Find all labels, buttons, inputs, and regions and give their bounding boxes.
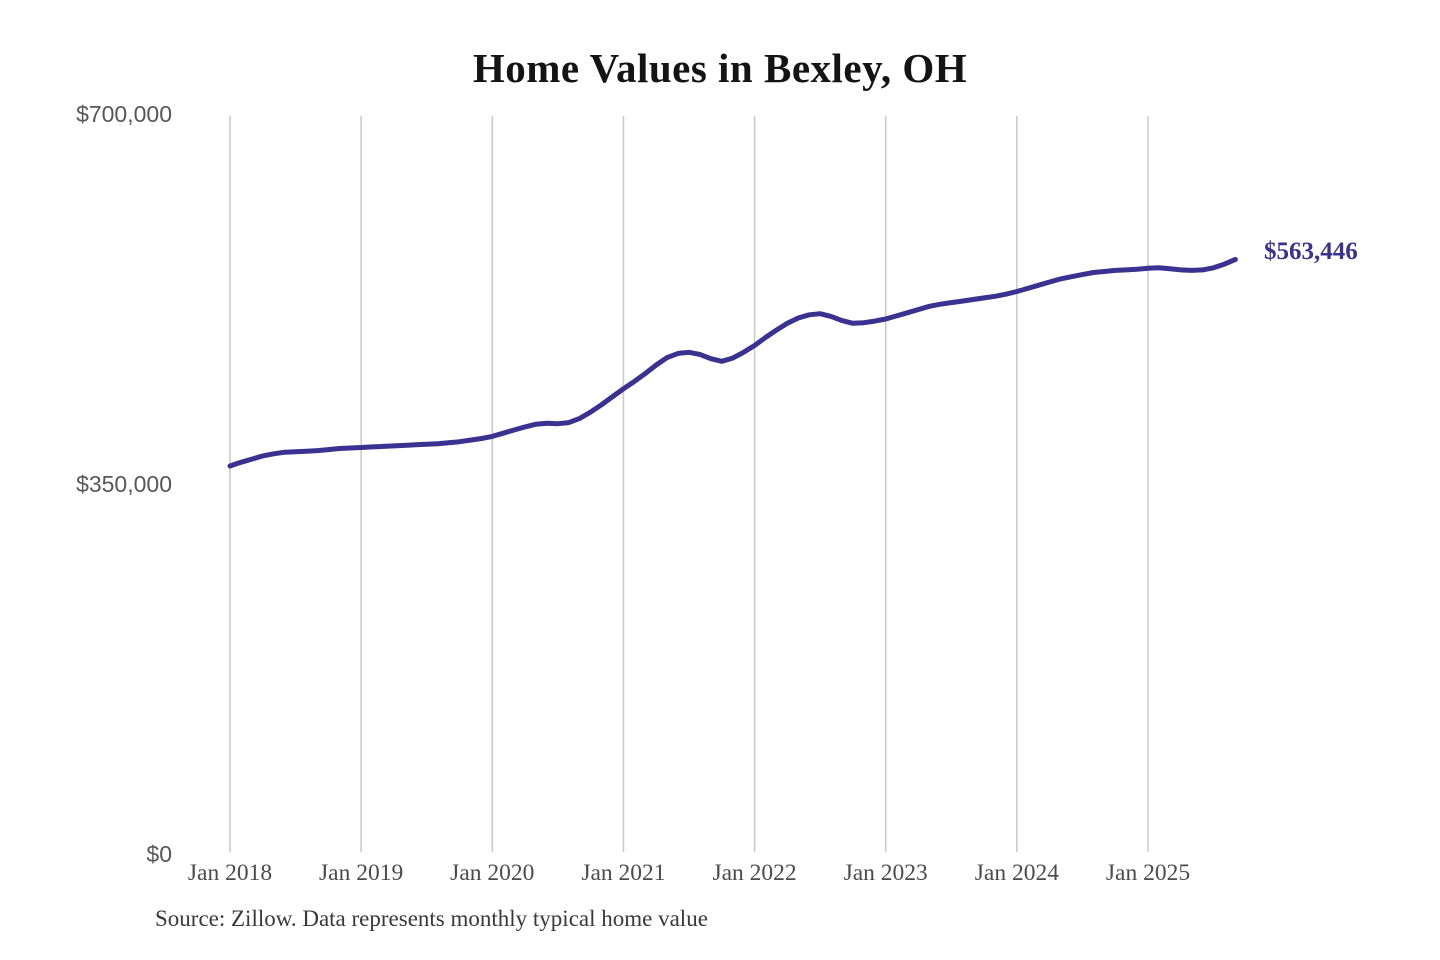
x-axis-tick-jan-2020: Jan 2020 <box>450 860 535 886</box>
x-axis-tick-jan-2025: Jan 2025 <box>1105 860 1191 886</box>
x-axis-tick-jan-2021: Jan 2021 <box>581 860 666 886</box>
y-axis-tick-350000: $350,000 <box>76 470 172 497</box>
current-value-annotation: $563,446 <box>1264 238 1358 265</box>
source-note: Source: Zillow. Data represents monthly … <box>155 906 708 931</box>
x-axis-tick-jan-2022: Jan 2022 <box>712 860 797 886</box>
x-axis-tick-jan-2018: Jan 2018 <box>187 860 273 886</box>
x-axis-tick-jan-2019: Jan 2019 <box>319 860 404 886</box>
chart-title: Home Values in Bexley, OH <box>472 45 968 91</box>
y-axis-tick-0: $0 <box>146 840 172 867</box>
home-value-line-series <box>227 256 1238 469</box>
x-axis-tick-jan-2023: Jan 2023 <box>843 860 928 886</box>
x-axis-tick-jan-2024: Jan 2024 <box>974 860 1059 886</box>
y-axis-tick-700000: $700,000 <box>76 100 172 127</box>
